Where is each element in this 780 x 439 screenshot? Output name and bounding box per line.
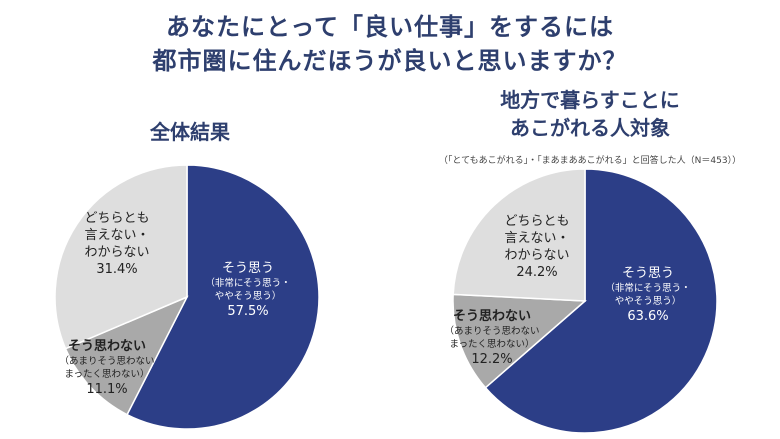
slice-label-text: そう思わない — [453, 309, 531, 324]
chart-title: あなたにとって「良い仕事」をするには 都市圏に住んだほうが良いと思いますか？ — [0, 10, 780, 78]
pie-left-slice-3 — [54, 164, 188, 350]
slice-value-label: 63.6% — [627, 309, 668, 324]
pie-right-slice-3 — [452, 168, 586, 302]
slice-label-text: わからない — [84, 245, 149, 260]
pie-left-label-1: そう思う（非常にそう思う・ややそう思う） 57.5% — [205, 261, 290, 319]
slice-sublabel-text: ややそう思う） — [615, 295, 682, 307]
slice-label-text: 言えない・ — [84, 228, 149, 243]
slice-sublabel-text: （あまりそう思わない — [444, 325, 539, 337]
pie-left-slice-2 — [64, 295, 189, 416]
pie-right-slice-1 — [484, 168, 718, 434]
slice-label-text: そう思う — [622, 266, 674, 281]
pie-right-label-1: そう思う（非常にそう思う・ややそう思う） 63.6% — [605, 266, 690, 324]
slice-label-text: どちらとも — [84, 211, 149, 226]
slice-sublabel-text: （非常にそう思う・ — [605, 282, 690, 294]
slice-value-label: 12.2% — [471, 352, 512, 367]
pie-left-slice-1 — [126, 164, 320, 430]
slice-value-label: 11.1% — [86, 382, 127, 397]
slice-sublabel-text: ややそう思う） — [215, 290, 282, 302]
pie-right-title: 地方で暮らすことに あこがれる人対象 — [500, 88, 680, 140]
pie-left-title: 全体結果 — [150, 120, 230, 144]
chart-title-line-2: 都市圏に住んだほうが良いと思いますか？ — [152, 47, 628, 75]
slice-sublabel-text: （あまりそう思わない — [59, 355, 154, 367]
pie-right-subtitle: （「とてもあこがれる」・「まあまああこがれる」と回答した人（N＝453）） — [438, 156, 742, 166]
slice-sublabel-text: （非常にそう思う・ — [205, 277, 290, 289]
slice-label-text: わからない — [504, 248, 569, 263]
slice-sublabel-text: まったく思わない） — [64, 368, 149, 380]
slice-label-text: どちらとも — [504, 214, 569, 229]
slice-label-text: そう思わない — [68, 339, 146, 354]
chart-title-line-1: あなたにとって「良い仕事」をするには — [165, 13, 615, 41]
slice-value-label: 57.5% — [227, 304, 268, 319]
slice-label-text: 言えない・ — [504, 231, 569, 246]
slice-sublabel-text: まったく思わない） — [449, 338, 534, 350]
pie-right-slice-2 — [452, 293, 587, 389]
slice-label-text: そう思う — [222, 261, 274, 276]
slice-value-label: 31.4% — [96, 262, 137, 277]
slice-value-label: 24.2% — [516, 265, 557, 280]
